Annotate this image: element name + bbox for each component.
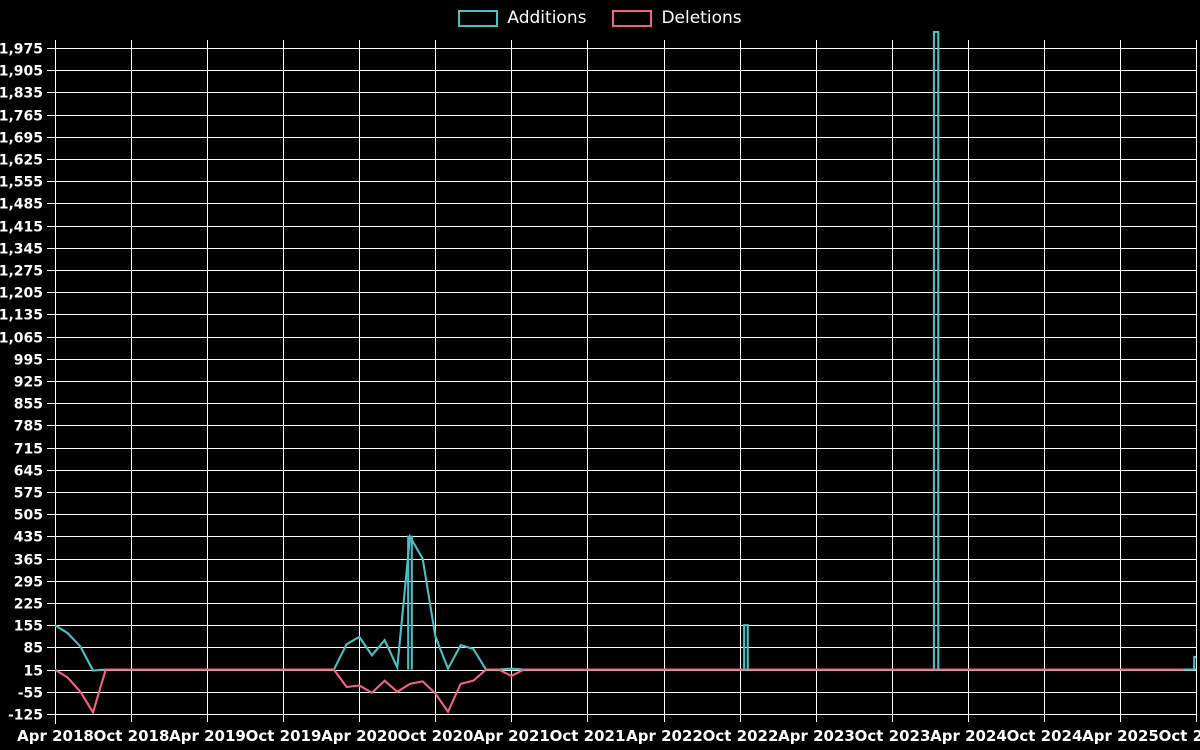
x-tick-label: Apr 2022: [626, 727, 703, 745]
y-tick-label: 155: [14, 619, 43, 635]
y-tick-label: 1,625: [0, 153, 43, 169]
x-tick-label: Apr 2018: [17, 727, 94, 745]
y-tick-label: 715: [14, 442, 43, 458]
y-tick-label: -125: [8, 708, 43, 724]
y-tick-label: 295: [14, 575, 43, 591]
y-tick-label: 925: [14, 375, 43, 391]
y-tick-label: 365: [14, 553, 43, 569]
x-tick-label: Apr 2025: [1082, 727, 1159, 745]
x-tick-label: Oct 2023: [855, 727, 931, 745]
y-tick-label: 1,415: [0, 220, 43, 236]
y-tick-label: 1,905: [0, 64, 43, 80]
legend-swatch-additions-icon: [458, 9, 499, 27]
legend-label-additions: Additions: [507, 8, 587, 28]
y-tick-label: 575: [14, 486, 43, 502]
y-tick-label: 85: [24, 641, 43, 657]
x-tick-label: Apr 2024: [930, 727, 1007, 745]
x-tick-label: Oct 2024: [1007, 727, 1083, 745]
additions-spike-accent: [743, 624, 749, 670]
y-tick-label: 995: [14, 353, 43, 369]
data-series: [55, 30, 1196, 714]
y-tick-label: 785: [14, 419, 43, 435]
x-tick-label: Oct 2025: [1159, 727, 1200, 745]
legend-item-deletions[interactable]: Deletions: [612, 8, 742, 28]
additions-spike-accent: [407, 535, 413, 670]
y-tick-label: 225: [14, 597, 43, 613]
y-tick-label: -55: [18, 686, 43, 702]
series-line-deletions: [55, 668, 1184, 714]
y-tick-label: 15: [24, 664, 43, 680]
y-tick-label: 1,835: [0, 86, 43, 102]
y-tick-label: 1,695: [0, 131, 43, 147]
tickmarks: [47, 40, 1198, 724]
additions-major-spike: [932, 30, 940, 670]
x-tick-label: Oct 2020: [398, 727, 474, 745]
chart-legend: Additions Deletions: [0, 4, 1200, 32]
y-tick-label: 1,205: [0, 286, 43, 302]
y-tick-label: 1,345: [0, 242, 43, 258]
y-tick-label: 1,975: [0, 42, 43, 58]
x-axis-labels: Apr 2018 Oct 2018 Apr 2019 Oct 2019 Apr 2020…: [17, 727, 1200, 745]
y-tick-label: 1,065: [0, 331, 43, 347]
x-tick-label: Apr 2020: [321, 727, 398, 745]
x-tick-label: Oct 2022: [703, 727, 779, 745]
x-tick-label: Apr 2021: [473, 727, 550, 745]
y-tick-label: 1,275: [0, 264, 43, 280]
x-tick-label: Oct 2019: [246, 727, 322, 745]
legend-item-additions[interactable]: Additions: [458, 8, 586, 28]
x-tick-label: Apr 2019: [169, 727, 246, 745]
x-tick-label: Oct 2021: [550, 727, 626, 745]
x-tick-label: Oct 2018: [94, 727, 170, 745]
y-tick-label: 1,555: [0, 175, 43, 191]
y-tick-label: 505: [14, 508, 43, 524]
y-tick-label: 855: [14, 397, 43, 413]
legend-swatch-deletions-icon: [612, 9, 653, 27]
x-tick-label: Apr 2023: [778, 727, 855, 745]
gridlines: [54, 40, 1198, 716]
y-tick-label: 1,135: [0, 308, 43, 324]
y-tick-label: 435: [14, 530, 43, 546]
y-axis-labels: 1,975 1,905 1,835 1,765 1,695 1,625 1,555 1,485…: [0, 42, 43, 724]
additions-spike-accent: [1193, 655, 1196, 670]
y-tick-label: 645: [14, 464, 43, 480]
y-tick-label: 1,765: [0, 109, 43, 125]
y-tick-label: 1,485: [0, 197, 43, 213]
legend-label-deletions: Deletions: [661, 8, 742, 28]
